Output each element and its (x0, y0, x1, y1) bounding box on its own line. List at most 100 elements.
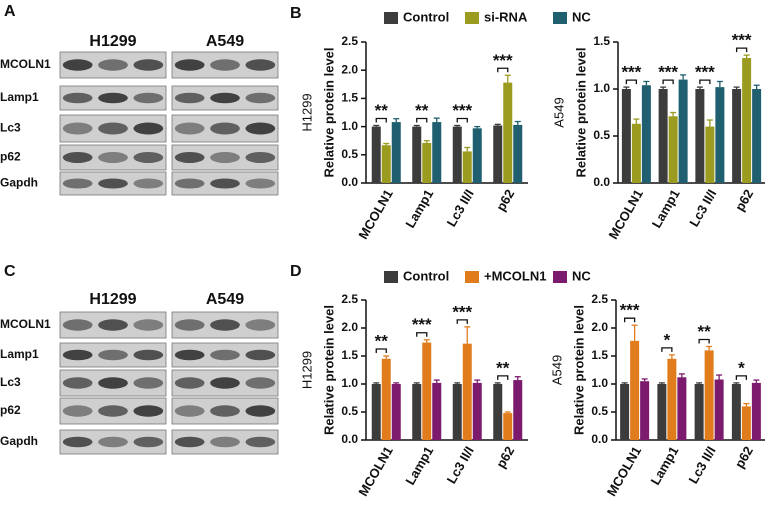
blot-band (210, 405, 240, 417)
significance-label: ** (375, 101, 389, 120)
bar (620, 384, 630, 440)
blot-band (174, 377, 205, 389)
blot-band (133, 92, 164, 104)
legend-label: NC (572, 268, 591, 283)
significance-label: ** (375, 331, 389, 350)
blot-band (245, 178, 276, 189)
bar (640, 381, 650, 440)
blot-band (210, 377, 240, 389)
blot-band (210, 92, 240, 104)
error-bar (474, 125, 481, 129)
y-axis-label: Relative protein level (573, 47, 588, 177)
y-tick-label: 0.5 (341, 147, 358, 161)
error-bar (464, 326, 471, 344)
y-tick-label: 2.0 (341, 320, 358, 334)
blot-band (98, 92, 128, 104)
significance-label: *** (621, 63, 641, 82)
error-bar (393, 118, 400, 123)
error-bar (494, 382, 501, 384)
blot-band (98, 405, 128, 417)
blot-band (133, 152, 164, 163)
legend-label: Control (403, 268, 449, 283)
significance-bracket (623, 317, 636, 323)
blot-band (245, 349, 276, 361)
significance-label: *** (452, 302, 472, 321)
x-tick-label: Lamp1 (402, 444, 436, 488)
bar (391, 122, 401, 183)
y-tick-label: 0.5 (593, 128, 610, 142)
error-bar (464, 146, 471, 152)
protein-label: Lamp1 (0, 90, 39, 104)
blot-band (62, 349, 93, 361)
blot-band (210, 122, 240, 135)
error-bar (373, 382, 380, 384)
blot-band (245, 319, 276, 331)
significance-bracket (456, 319, 468, 324)
error-bar (433, 117, 440, 123)
blot-band (98, 319, 128, 331)
x-tick-label: p62 (732, 187, 756, 214)
x-tick-label: Lc3 II/I (444, 444, 477, 487)
bar (503, 413, 513, 440)
blot-band (210, 59, 240, 71)
y-tick-label: 1.5 (341, 348, 358, 362)
protein-label: Lamp1 (0, 347, 39, 361)
significance-bracket (416, 332, 428, 337)
significance-label: ** (496, 358, 510, 377)
blot-band (62, 436, 93, 448)
cell-line-label: A549 (206, 291, 244, 308)
y-tick-label: 2.0 (591, 320, 608, 334)
bar (715, 87, 725, 183)
x-tick-label: Lc3 II/I (686, 187, 719, 230)
error-bar (696, 86, 703, 89)
blot-band (62, 59, 93, 71)
blot-band (98, 122, 128, 135)
bar (412, 126, 422, 183)
bar (452, 126, 462, 183)
bar (668, 116, 678, 183)
significance-bracket (497, 67, 509, 73)
x-tick-label: MCOLN1 (604, 444, 644, 499)
cell-line-label: H1299 (299, 93, 314, 131)
blot-band (133, 178, 164, 189)
error-bar (454, 382, 461, 384)
error-bar (658, 382, 665, 384)
error-bar (621, 382, 628, 384)
protein-label: Gapdh (0, 434, 38, 448)
blot-band (210, 152, 240, 163)
blot-band (245, 92, 276, 104)
error-bar (753, 84, 760, 89)
error-bar (641, 378, 648, 382)
error-bar (504, 74, 511, 83)
bar (694, 384, 704, 440)
y-tick-label: 0.0 (341, 175, 358, 189)
legend-label: si-RNA (484, 9, 528, 24)
bar (678, 79, 688, 183)
y-axis-label: Relative protein level (571, 305, 586, 435)
panel-letter: C (4, 263, 16, 280)
x-tick-label: p62 (493, 187, 517, 214)
error-bar (743, 402, 750, 407)
bar (630, 340, 640, 440)
bar (731, 384, 741, 440)
protein-label: MCOLN1 (0, 317, 51, 331)
blot-band (133, 349, 164, 361)
bar (371, 126, 381, 183)
error-bar (696, 382, 703, 384)
blot-band (245, 59, 276, 71)
bar (462, 343, 472, 440)
error-bar (743, 54, 750, 58)
blot-band (98, 178, 128, 189)
y-axis-label: Relative protein level (321, 47, 336, 177)
legend-swatch (384, 12, 398, 24)
x-tick-label: Lamp1 (649, 187, 683, 231)
error-bar (383, 142, 390, 146)
significance-bracket (416, 117, 428, 123)
y-tick-label: 1.0 (593, 81, 610, 95)
blot-band (98, 377, 128, 389)
significance-bracket (375, 348, 387, 353)
legend-swatch (465, 271, 479, 283)
protein-label: MCOLN1 (0, 57, 51, 71)
bar (452, 384, 462, 440)
